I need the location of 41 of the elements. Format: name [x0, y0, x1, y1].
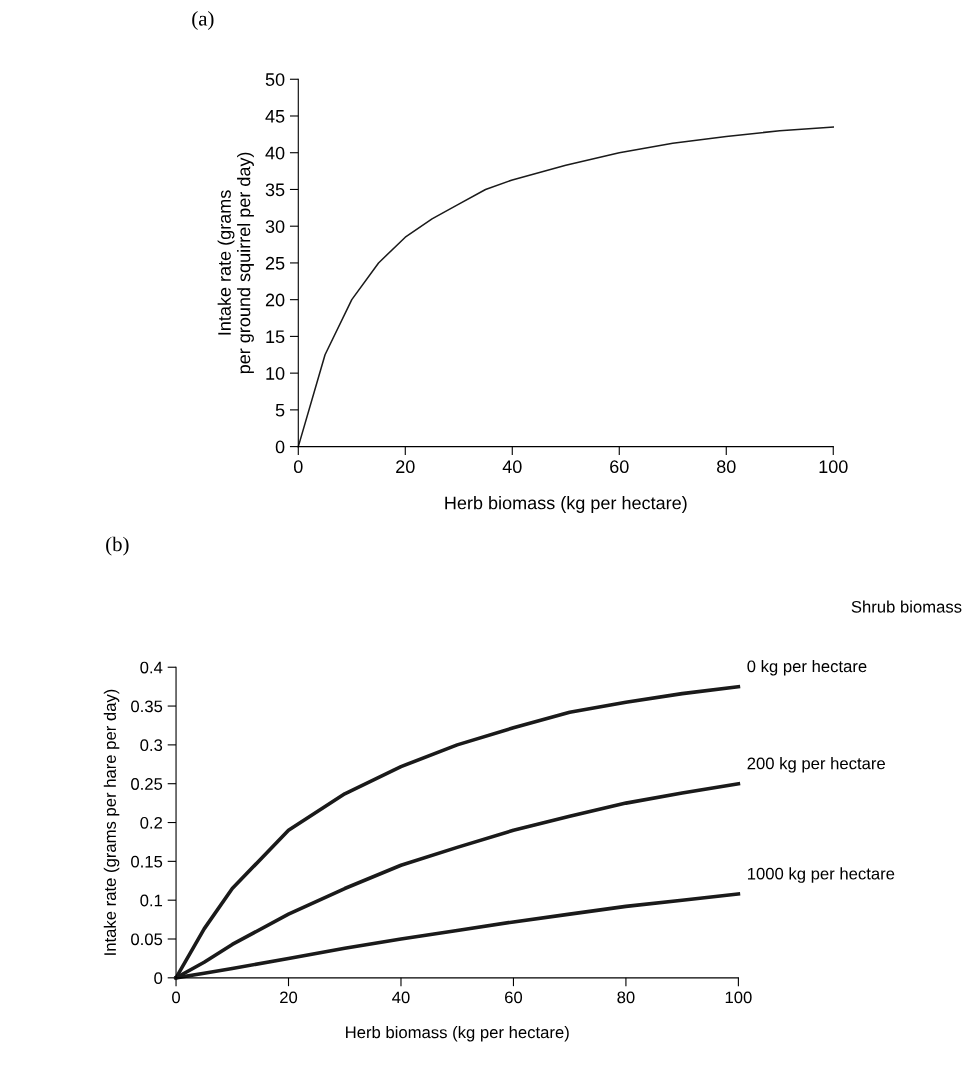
y-axis-title: Intake rate (grams per hare per day): [103, 689, 120, 955]
x-tick-label: 0: [172, 991, 181, 1004]
y-tick-label: 25: [265, 256, 285, 270]
x-axis-title: Herb biomass (kg per hectare): [445, 496, 687, 513]
series-label: 1000 kg per hectare: [747, 867, 895, 883]
x-tick-label: 80: [617, 991, 635, 1004]
x-tick-label: 60: [610, 460, 629, 474]
y-axis-title: Intake rate (grams per ground squirrel per day): [217, 152, 254, 374]
y-tick-label: 0.3: [140, 739, 163, 752]
y-tick-label: 0.1: [140, 894, 163, 907]
y-tick-label: 0.35: [131, 700, 163, 713]
x-tick-label: 20: [396, 460, 415, 474]
x-tick-label: 0: [293, 460, 303, 474]
series-label: 200 kg per hectare: [747, 757, 885, 773]
chart-title: (b): [106, 536, 129, 556]
x-tick-label: 60: [505, 991, 523, 1004]
y-tick-label: 0.15: [131, 855, 163, 868]
y-tick-label: 10: [266, 367, 285, 380]
y-tick-label: 50: [265, 73, 285, 86]
y-tick-label: 5: [275, 403, 285, 417]
x-tick-label: 40: [502, 460, 522, 474]
y-tick-label: 15: [266, 330, 285, 344]
y-tick-label: 0.4: [140, 661, 163, 674]
y-tick-label: 35: [265, 183, 285, 197]
x-tick-label: 40: [392, 991, 410, 1004]
y-tick-label: 40: [265, 146, 285, 160]
chart-title: (a): [192, 11, 214, 30]
series-label: 0 kg per hectare: [747, 660, 867, 676]
x-axis-title: Herb biomass (kg per hectare): [346, 1026, 569, 1042]
y-tick-label: 45: [265, 110, 285, 123]
y-tick-label: 30: [265, 220, 285, 233]
x-tick-label: 100: [819, 460, 848, 474]
y-tick-label: 0.25: [131, 778, 163, 790]
y-tick-label: 0: [275, 440, 285, 454]
x-tick-label: 80: [717, 460, 736, 474]
y-tick-label: 0: [154, 972, 163, 985]
x-tick-label: 100: [725, 991, 752, 1004]
y-tick-label: 20: [265, 293, 285, 307]
y-tick-label: 0.05: [131, 933, 163, 946]
legend-title: Shrub biomass: [851, 600, 962, 613]
y-tick-label: 0.2: [140, 816, 163, 829]
